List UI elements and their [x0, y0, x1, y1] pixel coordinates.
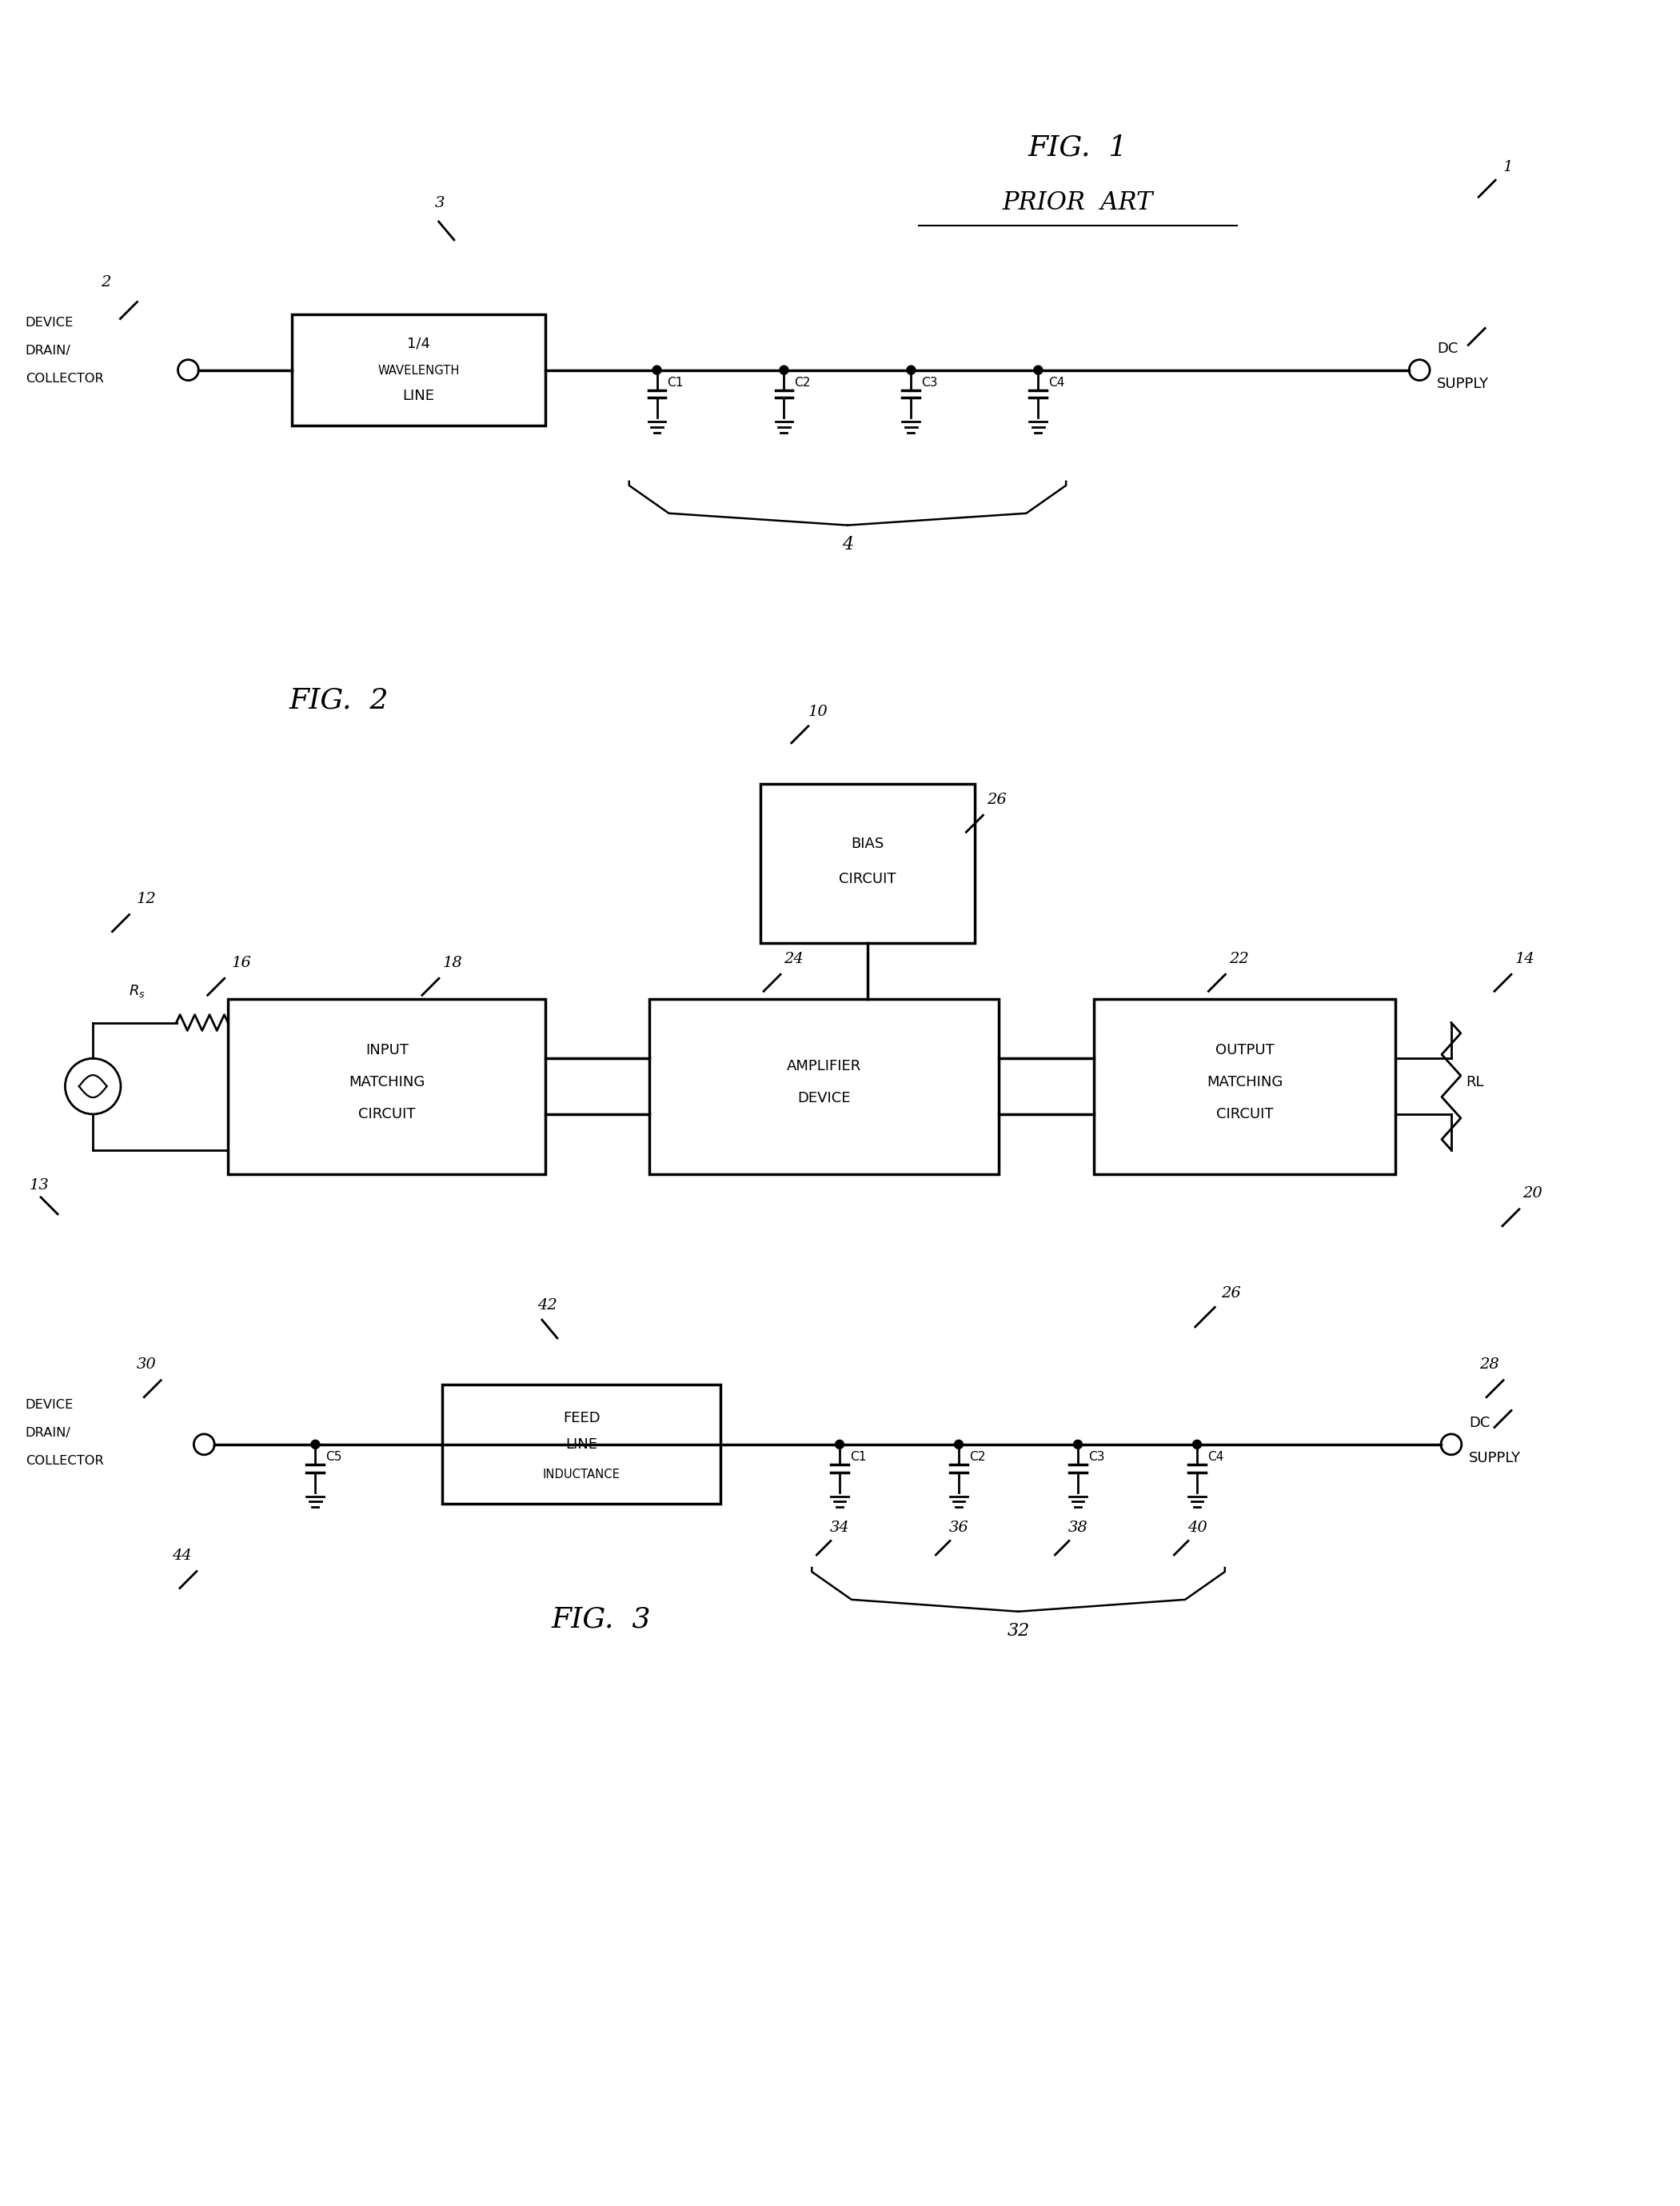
Text: FIG.  2: FIG. 2 — [289, 686, 390, 715]
Text: C1: C1 — [667, 377, 684, 388]
Text: 20: 20 — [1522, 1187, 1542, 1200]
Text: C2: C2 — [969, 1452, 986, 1463]
Text: 2: 2 — [101, 276, 111, 289]
Text: CIRCUIT: CIRCUIT — [838, 871, 895, 887]
Text: MATCHING: MATCHING — [349, 1074, 425, 1090]
Text: 32: 32 — [1006, 1621, 1030, 1639]
Text: 10: 10 — [808, 706, 828, 719]
Text: LINE: LINE — [566, 1436, 598, 1452]
Text: C3: C3 — [1089, 1452, 1105, 1463]
Text: 26: 26 — [986, 792, 1006, 807]
Text: DC: DC — [1468, 1416, 1490, 1429]
Circle shape — [1074, 1441, 1082, 1449]
Circle shape — [1193, 1441, 1201, 1449]
Text: FIG.  1: FIG. 1 — [1028, 135, 1127, 161]
Text: DRAIN/: DRAIN/ — [25, 344, 71, 357]
Text: CIRCUIT: CIRCUIT — [358, 1107, 415, 1121]
Text: 1: 1 — [1504, 159, 1512, 174]
Circle shape — [954, 1441, 963, 1449]
Text: 28: 28 — [1478, 1357, 1499, 1372]
Text: DC: DC — [1436, 342, 1458, 355]
Text: C2: C2 — [795, 377, 811, 388]
FancyBboxPatch shape — [292, 313, 546, 426]
Circle shape — [907, 366, 916, 375]
Text: RL: RL — [1465, 1074, 1483, 1090]
Text: 14: 14 — [1515, 951, 1534, 966]
Circle shape — [1033, 366, 1043, 375]
Text: FIG.  3: FIG. 3 — [551, 1606, 652, 1632]
Text: SUPPLY: SUPPLY — [1468, 1452, 1520, 1465]
Text: MATCHING: MATCHING — [1206, 1074, 1284, 1090]
Text: BIAS: BIAS — [850, 836, 884, 852]
Text: CIRCUIT: CIRCUIT — [1216, 1107, 1273, 1121]
Text: 40: 40 — [1188, 1520, 1208, 1535]
Text: 1/4: 1/4 — [407, 338, 430, 351]
FancyBboxPatch shape — [1094, 999, 1396, 1174]
Text: 3: 3 — [435, 196, 445, 210]
Text: 36: 36 — [949, 1520, 969, 1535]
Text: C4: C4 — [1208, 1452, 1223, 1463]
Text: INDUCTANCE: INDUCTANCE — [543, 1469, 620, 1480]
Text: C4: C4 — [1048, 377, 1065, 388]
Text: DRAIN/: DRAIN/ — [25, 1427, 71, 1438]
Text: WAVELENGTH: WAVELENGTH — [378, 364, 460, 377]
Text: 26: 26 — [1221, 1286, 1240, 1299]
Text: $R_s$: $R_s$ — [129, 982, 146, 999]
Text: 22: 22 — [1228, 951, 1248, 966]
Text: INPUT: INPUT — [365, 1043, 408, 1057]
Text: COLLECTOR: COLLECTOR — [25, 373, 104, 384]
FancyBboxPatch shape — [648, 999, 998, 1174]
Text: C3: C3 — [921, 377, 937, 388]
FancyBboxPatch shape — [442, 1385, 721, 1504]
Text: SUPPLY: SUPPLY — [1436, 377, 1488, 390]
Text: 34: 34 — [830, 1520, 850, 1535]
FancyBboxPatch shape — [228, 999, 546, 1174]
Text: DEVICE: DEVICE — [796, 1092, 850, 1105]
Text: OUTPUT: OUTPUT — [1215, 1043, 1273, 1057]
Circle shape — [652, 366, 662, 375]
Text: C1: C1 — [850, 1452, 867, 1463]
Text: 13: 13 — [29, 1178, 49, 1193]
Text: 12: 12 — [136, 891, 156, 907]
Text: C5: C5 — [326, 1452, 343, 1463]
Text: DEVICE: DEVICE — [25, 318, 74, 329]
Circle shape — [835, 1441, 843, 1449]
Text: LINE: LINE — [403, 388, 435, 404]
Circle shape — [780, 366, 788, 375]
Text: 24: 24 — [785, 951, 803, 966]
Text: 4: 4 — [842, 536, 853, 554]
Circle shape — [311, 1441, 319, 1449]
FancyBboxPatch shape — [759, 783, 974, 942]
Text: 16: 16 — [232, 955, 252, 971]
Text: 44: 44 — [173, 1549, 192, 1564]
Text: DEVICE: DEVICE — [25, 1399, 74, 1412]
Text: AMPLIFIER: AMPLIFIER — [786, 1059, 860, 1074]
Text: FEED: FEED — [563, 1412, 600, 1425]
Text: 42: 42 — [538, 1297, 558, 1313]
Text: 30: 30 — [136, 1357, 156, 1372]
Text: PRIOR  ART: PRIOR ART — [1003, 190, 1152, 216]
Text: 18: 18 — [442, 955, 462, 971]
Text: 38: 38 — [1068, 1520, 1089, 1535]
Text: COLLECTOR: COLLECTOR — [25, 1454, 104, 1467]
